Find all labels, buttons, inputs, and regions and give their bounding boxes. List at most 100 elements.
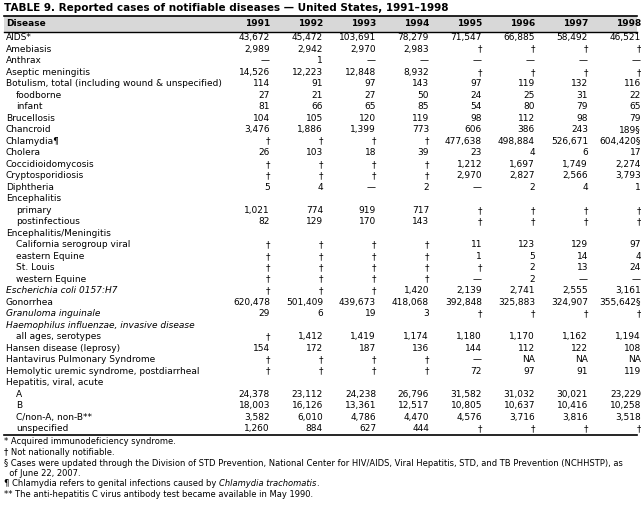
Text: 154: 154 [253, 344, 270, 353]
Text: †: † [583, 309, 588, 318]
Text: 97: 97 [524, 367, 535, 376]
Text: 114: 114 [253, 79, 270, 88]
Text: 3,518: 3,518 [615, 413, 641, 422]
Text: 2: 2 [529, 263, 535, 272]
Text: 103: 103 [306, 148, 323, 157]
Text: †: † [531, 206, 535, 215]
Text: ** The anti-hepatitis C virus antibody test became available in May 1990.: ** The anti-hepatitis C virus antibody t… [4, 490, 313, 499]
Text: †: † [531, 217, 535, 226]
Text: —: — [632, 275, 641, 284]
Text: 4: 4 [583, 183, 588, 192]
Text: 355,642§: 355,642§ [599, 298, 641, 307]
Text: 30,021: 30,021 [556, 390, 588, 399]
Text: Aseptic meningitis: Aseptic meningitis [6, 68, 90, 77]
Text: 103,691: 103,691 [338, 33, 376, 42]
Text: Chlamydia trachomatis: Chlamydia trachomatis [219, 480, 317, 488]
Text: †: † [583, 68, 588, 77]
Text: Haemophilus influenzae, invasive disease: Haemophilus influenzae, invasive disease [6, 321, 195, 330]
Text: 143: 143 [412, 79, 429, 88]
Text: 119: 119 [518, 79, 535, 88]
Text: †: † [478, 309, 482, 318]
Text: 22: 22 [629, 91, 641, 100]
Text: †: † [583, 206, 588, 215]
Text: †: † [531, 309, 535, 318]
Text: 24: 24 [470, 91, 482, 100]
Text: 120: 120 [359, 114, 376, 123]
Text: 91: 91 [312, 79, 323, 88]
Text: Chlamydia¶: Chlamydia¶ [6, 137, 60, 146]
Text: †: † [265, 263, 270, 272]
Text: 43,672: 43,672 [238, 33, 270, 42]
Text: 1,420: 1,420 [403, 286, 429, 295]
Text: 14: 14 [577, 252, 588, 261]
Text: †: † [531, 45, 535, 54]
Text: †: † [531, 424, 535, 433]
Text: †: † [265, 286, 270, 295]
Text: 81: 81 [258, 102, 270, 111]
Text: 2: 2 [423, 183, 429, 192]
Text: †: † [265, 252, 270, 261]
Text: Diphtheria: Diphtheria [6, 183, 54, 192]
Text: Hansen disease (leprosy): Hansen disease (leprosy) [6, 344, 120, 353]
Text: Escherichia coli 0157:H7: Escherichia coli 0157:H7 [6, 286, 117, 295]
Text: 6: 6 [582, 148, 588, 157]
Text: 112: 112 [518, 344, 535, 353]
Text: 774: 774 [306, 206, 323, 215]
Text: †: † [637, 309, 641, 318]
Text: —: — [632, 56, 641, 65]
Text: †: † [637, 424, 641, 433]
Text: Encephalitis/Meningitis: Encephalitis/Meningitis [6, 229, 111, 238]
Text: 23,112: 23,112 [292, 390, 323, 399]
Text: foodborne: foodborne [16, 91, 62, 100]
Text: †: † [265, 275, 270, 284]
Text: Gonorrhea: Gonorrhea [6, 298, 54, 307]
Text: Chancroid: Chancroid [6, 125, 52, 134]
Text: †: † [265, 332, 270, 341]
Text: —: — [579, 275, 588, 284]
Text: 12,223: 12,223 [292, 68, 323, 77]
Text: 172: 172 [306, 344, 323, 353]
Text: †: † [372, 137, 376, 146]
Text: †: † [424, 275, 429, 284]
Text: 1996: 1996 [510, 19, 535, 29]
Text: 1,399: 1,399 [350, 125, 376, 134]
Text: 129: 129 [571, 240, 588, 249]
Text: †: † [583, 424, 588, 433]
Text: †: † [424, 252, 429, 261]
Text: 3,793: 3,793 [615, 171, 641, 180]
Text: 24,238: 24,238 [345, 390, 376, 399]
Text: 1994: 1994 [404, 19, 429, 29]
Text: 72: 72 [470, 367, 482, 376]
Text: †: † [319, 137, 323, 146]
Text: 526,671: 526,671 [551, 137, 588, 146]
Text: Coccidioidomycosis: Coccidioidomycosis [6, 160, 95, 169]
Text: 477,638: 477,638 [445, 137, 482, 146]
Text: †: † [265, 160, 270, 169]
Text: 189§: 189§ [619, 125, 641, 134]
Text: †: † [265, 171, 270, 180]
Text: 8,932: 8,932 [403, 68, 429, 77]
Text: †: † [372, 263, 376, 272]
Text: 18: 18 [365, 148, 376, 157]
Text: 10,416: 10,416 [556, 401, 588, 410]
Text: †: † [372, 171, 376, 180]
Text: 27: 27 [258, 91, 270, 100]
Text: western Equine: western Equine [16, 275, 87, 284]
Text: 14,526: 14,526 [238, 68, 270, 77]
Text: 2,139: 2,139 [456, 286, 482, 295]
Text: 3: 3 [423, 309, 429, 318]
Text: 884: 884 [306, 424, 323, 433]
Text: 65: 65 [629, 102, 641, 111]
Text: 392,848: 392,848 [445, 298, 482, 307]
Text: 79: 79 [629, 114, 641, 123]
Text: 13,361: 13,361 [344, 401, 376, 410]
Text: †: † [372, 286, 376, 295]
Text: 24: 24 [629, 263, 641, 272]
Text: Disease: Disease [6, 19, 46, 29]
Text: †: † [319, 160, 323, 169]
Text: 620,478: 620,478 [233, 298, 270, 307]
Text: 325,883: 325,883 [498, 298, 535, 307]
Text: —: — [367, 183, 376, 192]
Text: Encephalitis: Encephalitis [6, 194, 61, 203]
Text: 97: 97 [470, 79, 482, 88]
